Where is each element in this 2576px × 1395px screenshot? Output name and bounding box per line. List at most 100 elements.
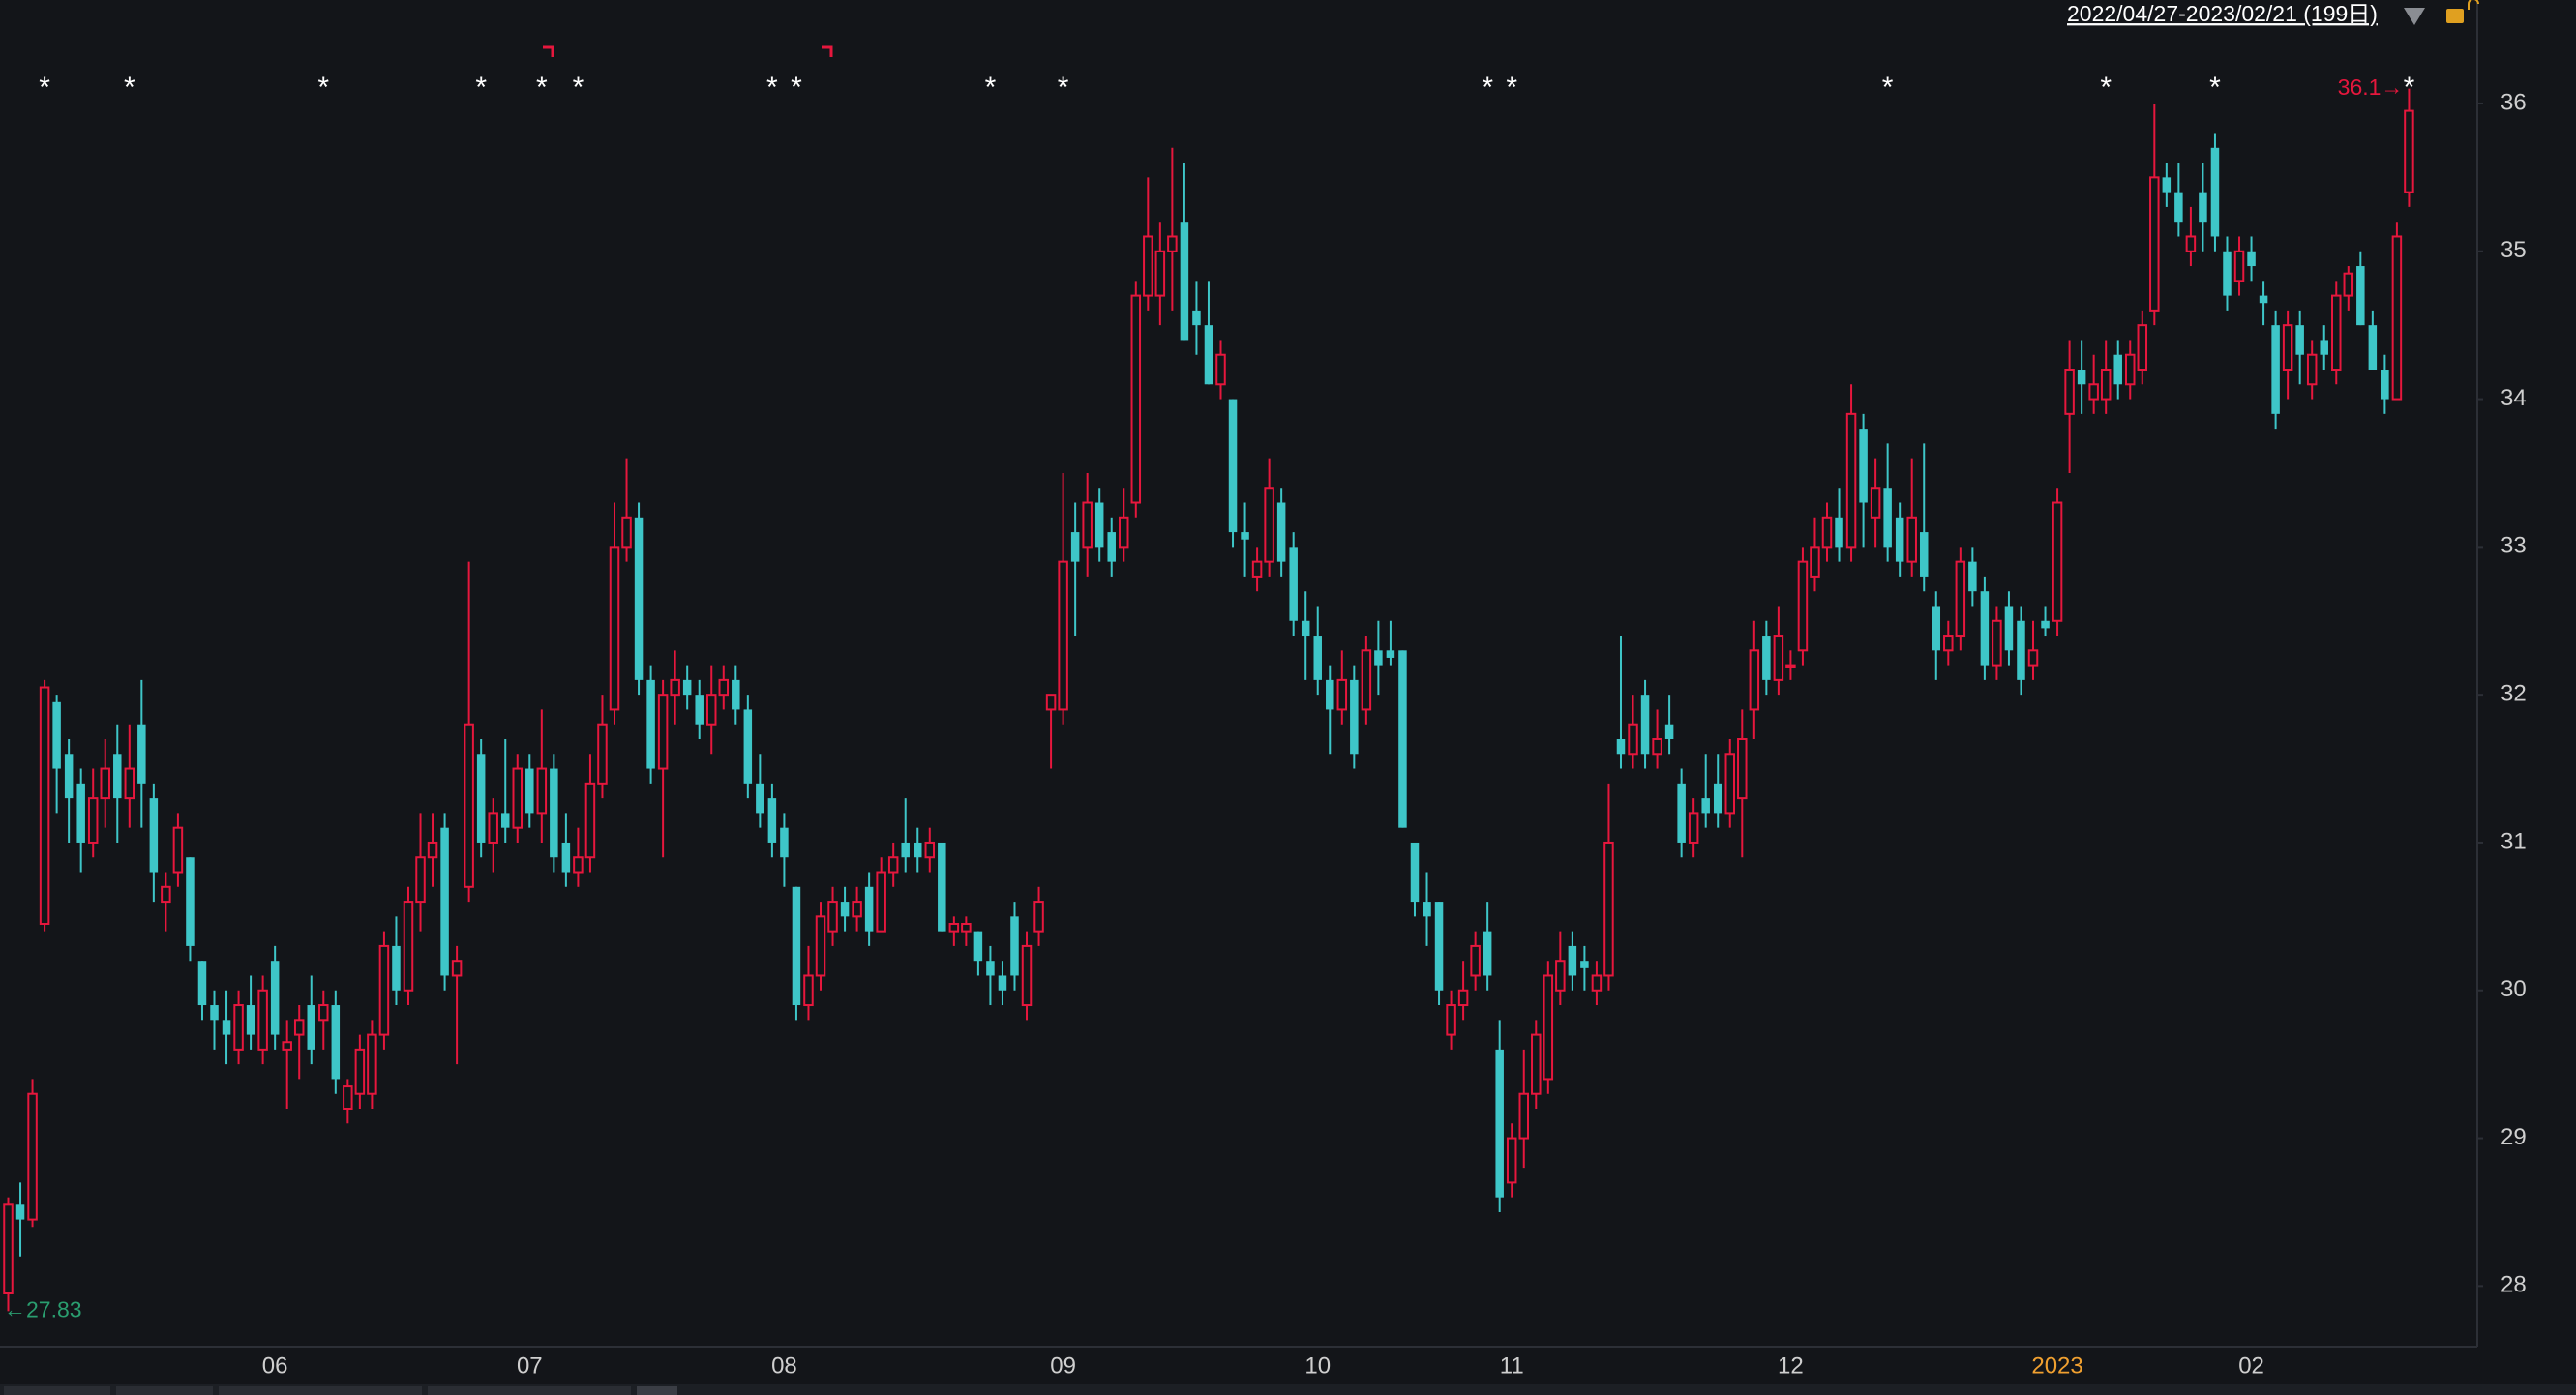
bottom-tab[interactable] <box>637 1386 677 1395</box>
candle-body <box>1677 783 1686 843</box>
candle-body <box>682 679 692 696</box>
candle-body <box>2137 324 2148 371</box>
y-tick-label: 34 <box>2501 385 2527 411</box>
candle-body <box>2199 192 2207 223</box>
candle-body <box>113 754 122 799</box>
candle-body <box>1518 1092 1529 1140</box>
candle-body <box>525 768 534 814</box>
candle-body <box>536 767 548 815</box>
candle-body <box>695 695 704 725</box>
candle-body <box>2320 340 2328 355</box>
candle-body <box>2233 250 2245 282</box>
candle-body <box>914 842 922 858</box>
event-marker: * <box>2404 72 2415 104</box>
candle-body <box>1688 812 1699 844</box>
bottom-tab[interactable] <box>428 1386 631 1395</box>
candle-body <box>488 812 498 844</box>
candle-body <box>1495 1049 1504 1198</box>
event-marker: * <box>39 72 50 104</box>
candle-body <box>318 1004 329 1022</box>
dropdown-arrow[interactable] <box>2404 8 2425 25</box>
x-tick-label: 06 <box>262 1352 288 1379</box>
candle-body <box>293 1019 305 1036</box>
lock-icon[interactable] <box>2446 9 2464 23</box>
candle-body <box>718 678 730 697</box>
candle-body <box>1992 619 2002 667</box>
candle-body <box>1192 310 1201 326</box>
candle-body <box>1289 547 1298 621</box>
candle-body <box>1180 222 1189 341</box>
bottom-tab[interactable] <box>116 1386 213 1395</box>
y-tick-label: 31 <box>2501 828 2527 854</box>
x-tick-label: 07 <box>517 1352 543 1379</box>
x-tick-label: 2023 <box>2031 1352 2082 1379</box>
candle-body <box>561 842 571 873</box>
candle-body <box>1713 783 1722 814</box>
event-marker: * <box>2100 72 2112 104</box>
candle-body <box>1762 636 1771 680</box>
candle-body <box>378 944 390 1036</box>
candle-body <box>2100 368 2112 401</box>
candle-body <box>1906 516 1917 563</box>
candle-body <box>646 679 655 769</box>
candle-body <box>1628 723 1638 756</box>
candle-body <box>2282 324 2293 371</box>
candle-body <box>1483 931 1492 976</box>
event-marker: * <box>475 72 487 104</box>
lock-shackle <box>2468 0 2479 10</box>
bottom-bar <box>0 1384 2576 1395</box>
candle-body <box>1374 650 1383 666</box>
candle-body <box>1701 798 1710 814</box>
candle-body <box>2331 294 2342 371</box>
candle-body <box>1446 1004 1456 1036</box>
candle-body <box>1724 753 1736 815</box>
candle-body <box>1241 532 1249 540</box>
x-tick-label: 11 <box>1500 1352 1524 1379</box>
candle-body <box>1652 737 1662 756</box>
date-range[interactable]: 2022/04/27-2023/02/21 (199日) <box>2067 1 2378 26</box>
candle-body <box>803 974 814 1007</box>
candle-body <box>197 961 207 1006</box>
candle-body <box>1094 502 1104 548</box>
event-marker: * <box>791 72 802 104</box>
candle-body <box>780 827 789 858</box>
candle-body <box>1301 620 1310 637</box>
candle-body <box>938 842 946 932</box>
candle-body <box>2088 383 2099 401</box>
candle-body <box>307 1005 315 1050</box>
candle-body <box>464 723 474 888</box>
event-marker: * <box>573 72 584 104</box>
candle-body <box>1616 738 1626 755</box>
candle-body <box>172 826 184 874</box>
candle-body <box>2052 501 2063 622</box>
candle-body <box>2162 177 2172 193</box>
candle-body <box>973 931 983 962</box>
bottom-tab[interactable] <box>4 1386 110 1395</box>
candle-body <box>597 723 608 785</box>
candle-body <box>827 901 838 933</box>
candle-body <box>2271 325 2280 414</box>
candle-body <box>186 857 195 946</box>
candle-body <box>924 841 936 859</box>
candle-body <box>1398 650 1407 828</box>
candle-body <box>476 754 486 843</box>
candle-body <box>2391 235 2403 401</box>
candle-body <box>1895 517 1904 562</box>
price-annotation: ←27.83 <box>4 1296 82 1321</box>
candle-body <box>1082 501 1093 549</box>
candle-body <box>1870 487 1881 519</box>
candle-body <box>732 679 740 710</box>
candle-body <box>270 961 280 1035</box>
candle-body <box>1737 737 1748 800</box>
candle-body <box>948 922 960 933</box>
bottom-tab[interactable] <box>219 1386 422 1395</box>
x-tick-label: 08 <box>771 1352 797 1379</box>
candle-body <box>2259 295 2268 304</box>
candle-body <box>2247 251 2256 267</box>
candle-body <box>1434 902 1444 991</box>
candle-body <box>1531 1033 1542 1095</box>
candle-body <box>1251 560 1263 578</box>
candle-body <box>2017 620 2025 680</box>
